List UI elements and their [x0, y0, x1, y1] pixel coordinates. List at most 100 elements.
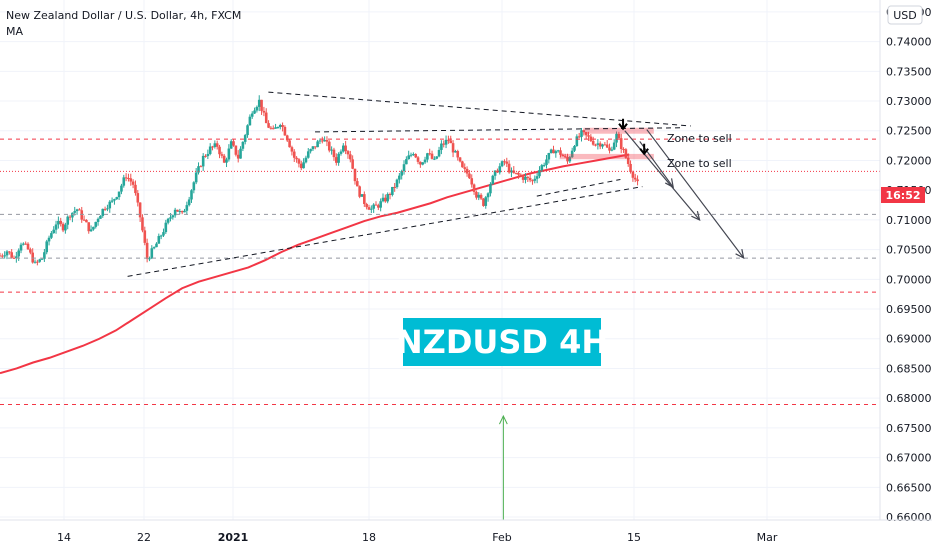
candle-body: [594, 144, 597, 146]
candle-body: [24, 243, 27, 245]
candle-body: [573, 146, 576, 151]
candle-body: [187, 199, 191, 206]
candle-body: [10, 252, 13, 258]
candle-body: [479, 194, 483, 199]
candle-body: [8, 251, 11, 253]
time-label-2021: 2021: [218, 531, 249, 544]
candle-body: [271, 128, 275, 130]
candle-body: [437, 149, 441, 157]
candle-body: [327, 141, 331, 151]
candle-body: [582, 130, 586, 133]
candle-body: [360, 194, 364, 197]
up-arrow-head: [498, 414, 508, 425]
candle-body: [351, 159, 354, 169]
candle-body: [173, 209, 177, 216]
time-label-15: 15: [627, 531, 641, 544]
candle-body: [309, 149, 312, 152]
candle-body: [433, 158, 436, 160]
candle-body: [405, 159, 408, 165]
candle-body: [631, 171, 635, 178]
candle-body: [598, 143, 602, 147]
candle-body: [545, 159, 548, 165]
time-axis[interactable]: [0, 519, 932, 550]
forecast-arrow: [624, 130, 701, 221]
candle-body: [393, 186, 396, 188]
candle-body: [363, 194, 366, 205]
candle-body: [206, 153, 210, 157]
candle-body: [260, 99, 263, 111]
candle-body: [78, 209, 81, 211]
candle-body: [169, 217, 172, 219]
candle-body: [367, 207, 371, 210]
candle-body: [332, 149, 336, 158]
candle-body: [38, 259, 42, 262]
candle-body: [568, 157, 572, 162]
trendlines: [127, 91, 691, 277]
candle-body: [519, 174, 523, 176]
candle-body: [250, 113, 254, 117]
moving-average: [0, 153, 630, 375]
candle-body: [75, 209, 79, 212]
candle-body: [470, 178, 474, 185]
price-tick-label: 0.73500: [886, 65, 932, 78]
candle-body: [276, 127, 280, 129]
candle-body: [288, 140, 291, 148]
candles: [0, 95, 639, 266]
candle-body: [131, 181, 135, 185]
price-axis[interactable]: 0.745000.740000.735000.730000.725000.720…: [879, 0, 932, 550]
candle-body: [290, 147, 294, 152]
candle-body: [306, 151, 310, 158]
candle-body: [398, 175, 401, 180]
candle-body: [92, 226, 95, 230]
candle-body: [269, 127, 273, 129]
candle-body: [117, 191, 121, 198]
candle-body: [323, 140, 326, 142]
candle-body: [43, 252, 46, 259]
candle-body: [143, 230, 147, 243]
candle-body: [1, 255, 4, 257]
time-label-22: 22: [137, 531, 151, 544]
candle-body: [619, 138, 623, 150]
currency-button[interactable]: USD: [887, 5, 923, 25]
price-tick-label: 0.67000: [886, 452, 932, 465]
candle-body: [94, 221, 98, 227]
candle-body: [440, 143, 443, 150]
candle-body: [201, 155, 205, 167]
candle-body: [234, 145, 238, 155]
candle-body: [629, 163, 632, 172]
candle-body: [31, 252, 34, 263]
candle-body: [498, 166, 502, 173]
candle-body: [299, 163, 303, 169]
candle-body: [148, 258, 151, 260]
candle-body: [171, 215, 175, 218]
candle-body: [68, 216, 72, 218]
candle-body: [374, 204, 378, 206]
candle-body: [342, 145, 345, 152]
plot-area[interactable]: [0, 0, 880, 520]
candle-body: [416, 157, 420, 162]
candle-body: [589, 136, 593, 141]
candle-body: [57, 220, 60, 225]
indicator-label: MA: [6, 25, 23, 38]
candle-body: [150, 248, 154, 259]
candle-body: [313, 146, 317, 148]
candle-body: [400, 171, 403, 176]
candle-body: [419, 161, 422, 165]
candle-body: [129, 178, 133, 182]
candle-body: [451, 143, 455, 153]
candle-body: [601, 144, 604, 147]
candle-body: [248, 116, 252, 126]
candle-body: [155, 243, 158, 248]
candle-body: [365, 204, 368, 208]
forecast-arrows: [498, 118, 745, 520]
candle-body: [222, 155, 226, 163]
candle-body: [106, 208, 109, 210]
currency-button-label: USD: [893, 9, 917, 22]
countdown-text: 16:52: [885, 189, 920, 202]
candle-body: [274, 127, 277, 129]
symbol-title: New Zealand Dollar / U.S. Dollar, 4h, FX…: [6, 9, 241, 22]
candle-body: [157, 236, 161, 244]
candle-body: [547, 153, 551, 160]
candle-body: [164, 222, 168, 233]
